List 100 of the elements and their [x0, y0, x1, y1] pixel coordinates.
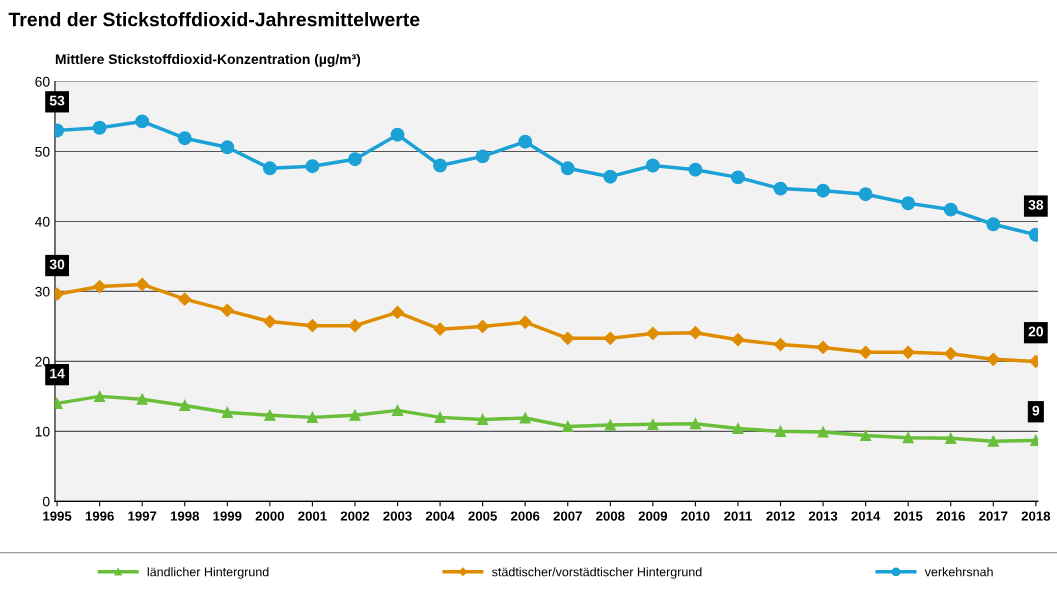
point: [902, 432, 914, 444]
point: [221, 406, 233, 419]
point: [433, 322, 447, 336]
point: [944, 347, 958, 361]
point: [434, 411, 446, 423]
point: [391, 404, 404, 416]
x-tick-label: 2009: [638, 511, 668, 521]
point: [943, 202, 958, 217]
point: [477, 413, 489, 426]
point: [816, 340, 830, 354]
x-tick-label: 1996: [85, 511, 114, 521]
point: [773, 338, 788, 352]
point: [305, 159, 320, 174]
x-tick-label: 2004: [425, 511, 455, 521]
point: [390, 305, 405, 320]
x-tick-label: 2000: [255, 511, 284, 521]
point: [774, 425, 787, 437]
point: [135, 114, 150, 129]
x-tick-label: 2014: [851, 511, 881, 521]
x-tick-label: 2002: [340, 511, 370, 521]
x-tick-label: 1999: [213, 511, 242, 521]
data-label: 14: [50, 368, 65, 379]
legend-label: verkehrsnah: [924, 567, 993, 577]
point: [179, 399, 191, 412]
point: [561, 331, 575, 345]
point: [773, 181, 788, 196]
point: [646, 326, 660, 340]
point: [645, 158, 660, 173]
point: [689, 418, 701, 430]
point: [901, 196, 916, 211]
x-tick-label: 2018: [1021, 511, 1051, 521]
x-tick-label: 1995: [43, 511, 72, 521]
x-tick-label: 2010: [681, 511, 710, 521]
point: [177, 131, 192, 146]
x-tick-label: 2007: [553, 511, 582, 521]
x-tick-label: 2006: [510, 511, 540, 521]
point: [93, 279, 107, 294]
point: [519, 412, 531, 424]
point: [647, 418, 659, 430]
point: [986, 352, 1000, 366]
point: [987, 435, 999, 447]
x-tick-label: 2012: [766, 511, 795, 521]
y-tick-label: 10: [35, 426, 50, 437]
point: [731, 170, 745, 185]
point: [518, 315, 532, 329]
y-tick-label: 20: [35, 356, 50, 367]
x-tick-label: 2005: [468, 511, 497, 521]
point: [603, 169, 618, 184]
point: [858, 187, 873, 202]
point: [220, 140, 235, 155]
point: [178, 292, 192, 306]
point: [604, 419, 616, 431]
y-tick-label: 40: [34, 216, 50, 227]
point: [433, 158, 448, 173]
point: [135, 277, 149, 292]
point: [262, 161, 277, 176]
point: [349, 409, 361, 421]
y-tick-label: 50: [35, 146, 50, 157]
point: [731, 333, 745, 347]
point: [562, 420, 574, 433]
point: [305, 319, 320, 333]
point: [306, 411, 318, 423]
point: [475, 149, 490, 164]
x-tick-label: 2008: [596, 511, 625, 521]
point: [220, 303, 234, 317]
data-label: 53: [49, 95, 65, 106]
y-tick-label: 30: [35, 286, 50, 297]
x-tick-label: 2001: [298, 511, 327, 521]
point: [560, 161, 575, 176]
x-tick-label: 2017: [979, 511, 1008, 521]
point: [732, 423, 744, 435]
data-label: 20: [1028, 326, 1043, 337]
x-tick-label: 1997: [128, 511, 157, 521]
point: [348, 152, 362, 167]
point: [518, 134, 533, 149]
point: [136, 393, 148, 405]
x-tick-label: 2016: [936, 511, 965, 521]
point: [901, 345, 915, 359]
data-label: 9: [1032, 405, 1040, 416]
point: [264, 409, 276, 421]
point: [816, 183, 831, 198]
x-tick-label: 2013: [808, 511, 838, 521]
chart-title: Trend der Stickstoffdioxid-Jahresmittelwerte: [8, 12, 420, 27]
point: [348, 319, 362, 333]
y-tick-label: 60: [35, 76, 50, 87]
point: [476, 319, 490, 333]
point: [688, 162, 703, 177]
point: [986, 217, 1001, 232]
point: [603, 331, 617, 345]
data-label: 30: [49, 259, 65, 270]
legend-label: städtischer/vorstädtischer Hintergrund: [492, 567, 702, 579]
point: [817, 426, 829, 438]
x-tick-label: 1998: [170, 511, 200, 521]
point: [859, 345, 873, 359]
legend-label: ländlicher Hintergrund: [147, 567, 269, 579]
point: [94, 390, 106, 402]
data-label: 38: [1028, 199, 1044, 210]
point: [688, 326, 702, 340]
point: [92, 120, 107, 135]
x-tick-label: 2015: [893, 511, 923, 521]
